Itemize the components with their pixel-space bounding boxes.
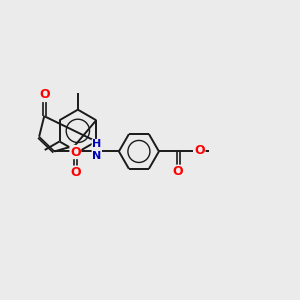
Text: O: O	[39, 88, 50, 101]
Text: O: O	[173, 165, 183, 178]
Text: O: O	[70, 166, 81, 179]
Text: O: O	[194, 144, 205, 157]
Text: O: O	[70, 146, 81, 158]
Text: H
N: H N	[92, 140, 101, 161]
